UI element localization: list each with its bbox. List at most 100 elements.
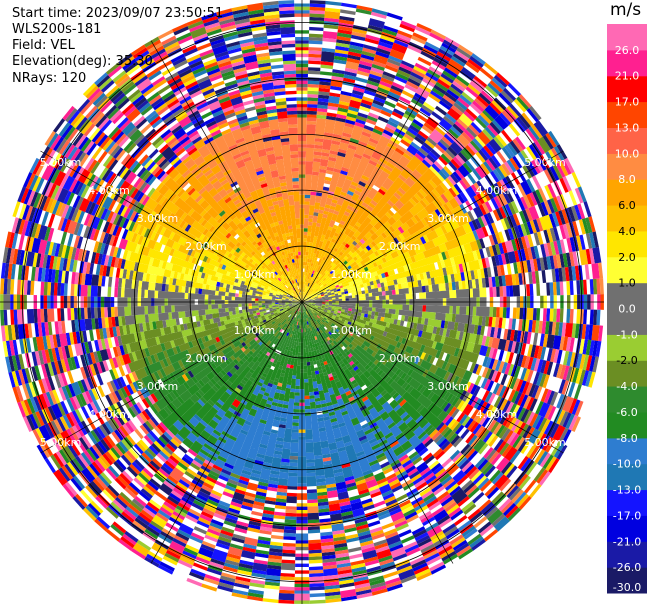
ray-58 [302,302,342,604]
ray-gates [119,216,136,232]
ray-gates [596,309,601,326]
ray-gates [323,392,366,521]
ray-gates [107,449,119,462]
ray-gates [118,302,302,327]
ray-gates [96,218,104,231]
ray-gates [128,372,177,406]
ray-gates [199,233,300,301]
ray-gates [308,303,547,388]
ray-gates [35,427,46,443]
ray-gates [213,266,302,302]
ray-gates [483,252,572,278]
ray-gates [407,90,443,137]
ray-gates [362,137,379,160]
ray-gates [238,331,295,521]
ray-gates [456,400,531,454]
ray-gates [328,500,347,545]
ray-gates [153,350,264,483]
ray-gates [352,34,381,93]
ray-gates [222,482,259,573]
ray-gates [287,117,299,189]
ray-gates [54,339,100,361]
ray-gates [100,119,156,172]
ray-gates [37,321,60,337]
ray-gates [363,556,388,596]
ray-gates [575,368,596,388]
ray-gates [52,368,120,404]
ray-gates [190,568,206,578]
ray-gates [447,97,507,157]
ray-gates [161,175,288,289]
ray-gates [122,249,290,299]
ray-gates [488,435,499,447]
ray-gates [278,3,297,102]
ray-89 [0,302,302,326]
ray-gates [312,343,385,586]
ray-gates [531,320,600,341]
ray-gates [268,384,292,485]
ray-gates [442,53,486,105]
ray-76 [72,302,302,510]
ray-gates [556,393,565,409]
ray-gates [475,425,485,437]
ray-gates [448,86,462,97]
ray-gates [144,197,266,280]
ray-gates [503,217,511,230]
ray-gates [447,483,459,494]
ray-gates [325,320,486,453]
ray-gates [302,302,486,327]
ray-gates [466,466,519,519]
ray-gates [440,153,451,164]
ray-gates [287,271,302,302]
ray-gates [399,399,497,497]
ray-gates [234,387,242,394]
ray-gates [303,83,391,299]
ray-gates [247,338,298,599]
ray-gates [75,116,147,178]
ray-gates [491,359,505,373]
ray-gates [360,543,375,550]
ray-gates [398,529,428,572]
ray-gates [512,307,517,319]
ray-gates [540,388,549,403]
ray-gates [381,522,397,537]
ray-gates [394,58,464,156]
ray-gates [394,75,408,84]
ray-gates [416,461,464,521]
ray-gates [146,432,156,443]
ray-118 [262,0,302,303]
ray-gates [70,463,101,492]
ray-gates [104,104,168,168]
ray-gates [194,99,222,137]
ray-gates [196,102,209,111]
ray-gates [381,83,418,140]
ray-gates [394,467,444,541]
ray-gates [114,440,178,509]
ray-gates [157,84,171,95]
colorbar-bin [607,334,647,361]
ray-gates [44,421,114,474]
ray-gates [463,129,475,141]
ray-gates [220,21,236,29]
ray-gates [283,526,297,541]
ray-gates [338,62,499,257]
ray-gates [153,203,186,229]
ray-gates [333,93,441,253]
ray-gates [498,242,505,255]
ray-gates [11,217,19,234]
ray-gates [183,141,194,151]
ray-gates [549,282,554,296]
ray-gates [395,341,473,382]
ray-gates [41,180,93,214]
ray-gates [504,144,515,158]
ray-gates [24,221,32,237]
colorbar-tick-label: -26.0 [613,561,641,574]
ray-gates [226,44,249,84]
ray-gates [219,63,244,110]
ray-54 [302,302,403,592]
ray-gates [181,373,189,382]
ray-gates [220,476,250,537]
ray-gates [18,203,293,300]
ray-gates [167,481,214,557]
ray-gates [124,515,150,543]
